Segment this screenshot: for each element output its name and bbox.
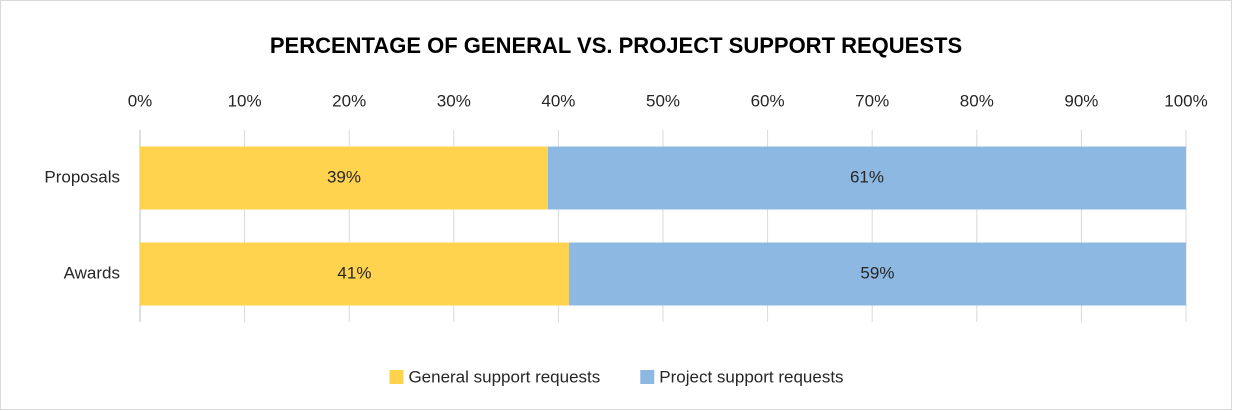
x-tick-label: 40%: [541, 91, 575, 110]
x-tick-label: 10%: [228, 91, 262, 110]
data-label: 61%: [850, 167, 884, 186]
data-label: 41%: [337, 263, 371, 282]
legend-swatch: [389, 370, 404, 384]
x-tick-label: 60%: [751, 91, 785, 110]
x-tick-label: 20%: [332, 91, 366, 110]
x-tick-label: 0%: [128, 91, 153, 110]
x-tick-label: 90%: [1064, 91, 1098, 110]
y-tick-label: Proposals: [44, 167, 120, 186]
bar-segment: [568, 242, 1186, 306]
bar-segment: [140, 146, 548, 210]
x-tick-label: 100%: [1164, 91, 1207, 110]
legend-label: General support requests: [408, 367, 600, 386]
x-tick-label: 80%: [960, 91, 994, 110]
x-tick-label: 30%: [437, 91, 471, 110]
y-tick-label: Awards: [64, 263, 120, 282]
x-tick-label: 50%: [646, 91, 680, 110]
bar-segment: [547, 146, 1186, 210]
data-label: 59%: [860, 263, 894, 282]
chart-title: PERCENTAGE OF GENERAL VS. PROJECT SUPPOR…: [270, 33, 962, 58]
x-tick-label: 70%: [855, 91, 889, 110]
legend-label: Project support requests: [659, 367, 843, 386]
legend-swatch: [640, 370, 655, 384]
data-label: 39%: [327, 167, 361, 186]
bar-segment: [140, 242, 569, 306]
